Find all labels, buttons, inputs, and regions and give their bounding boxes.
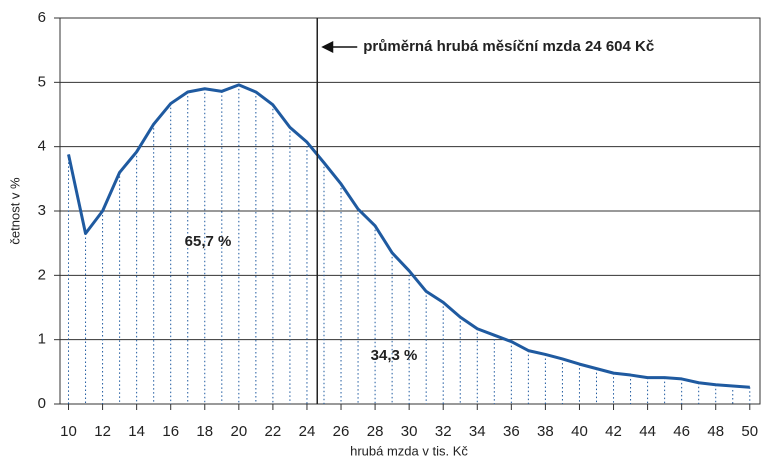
x-tick-label: 14 [128, 423, 145, 440]
x-tick-label: 18 [196, 423, 213, 440]
x-tick-label: 48 [707, 423, 724, 440]
x-tick-label: 20 [230, 423, 247, 440]
y-tick-label: 0 [38, 395, 46, 412]
x-tick-label: 40 [571, 423, 588, 440]
y-tick-label: 2 [38, 266, 46, 283]
x-tick-label: 30 [401, 423, 418, 440]
x-axis-label: hrubá mzda v tis. Kč [350, 443, 468, 458]
x-tick-label: 24 [299, 423, 316, 440]
x-tick-label: 34 [469, 423, 486, 440]
x-tick-label: 10 [60, 423, 77, 440]
data-line [67, 83, 750, 389]
share-label: 34,3 % [371, 347, 418, 364]
x-tick-label: 16 [162, 423, 179, 440]
y-axis-label: četnost v % [7, 177, 22, 245]
x-tick-label: 36 [503, 423, 520, 440]
x-tick-label: 28 [367, 423, 384, 440]
arrow-head [321, 41, 334, 53]
x-tick-label: 22 [265, 423, 282, 440]
y-tick-label: 5 [38, 73, 46, 90]
y-tick-label: 6 [38, 9, 46, 26]
y-tick-label: 3 [38, 202, 46, 219]
plot-frame [59, 17, 761, 405]
x-tick-label: 26 [333, 423, 350, 440]
x-tick-label: 50 [741, 423, 758, 440]
x-tick-label: 12 [94, 423, 111, 440]
x-tick-label: 32 [435, 423, 452, 440]
y-tick-label: 1 [38, 331, 46, 348]
y-tick-label: 4 [38, 138, 46, 155]
x-tick-label: 46 [673, 423, 690, 440]
mean-label: průměrná hrubá měsíční mzda 24 604 Kč [363, 38, 654, 55]
x-tick-label: 42 [605, 423, 622, 440]
x-tick-label: 44 [639, 423, 656, 440]
share-label: 65,7 % [185, 233, 232, 250]
x-tick-label: 38 [537, 423, 554, 440]
